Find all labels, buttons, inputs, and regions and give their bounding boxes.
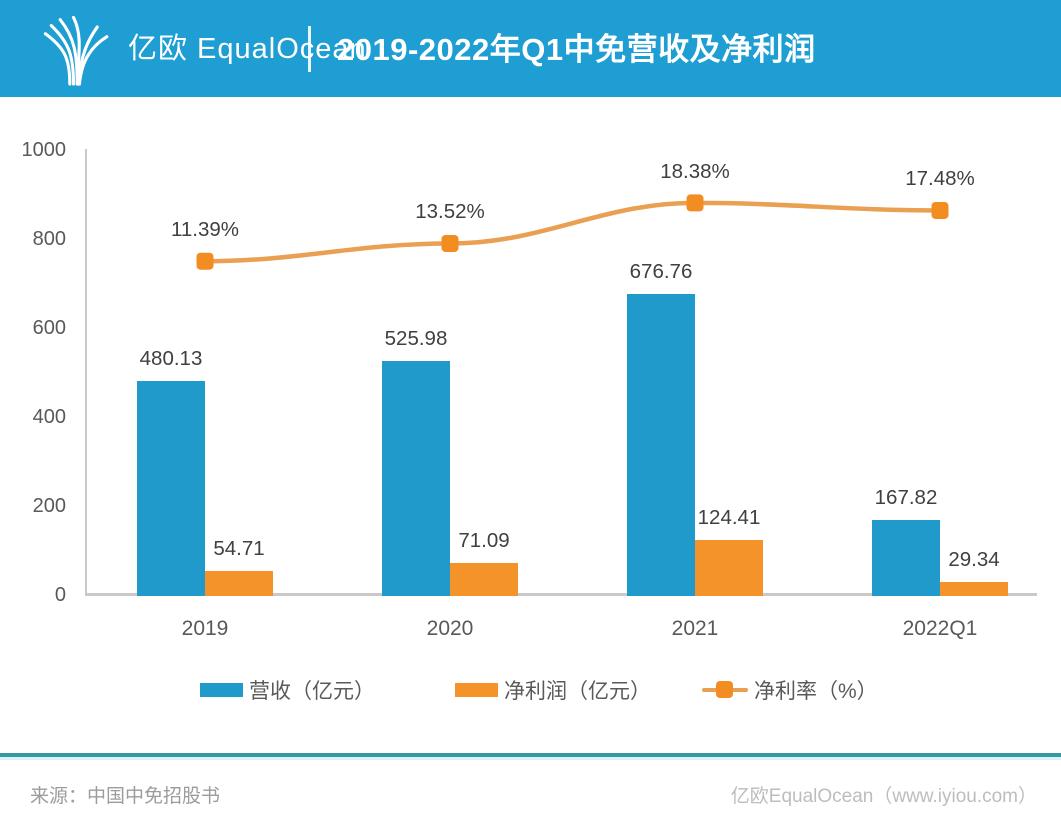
revenue-legend-swatch (200, 683, 243, 697)
net-profit-value-label: 29.34 (948, 547, 1000, 571)
footer-divider-glow (0, 757, 1061, 760)
footer-divider-rule (0, 753, 1061, 757)
net-profit-bar (205, 570, 273, 596)
revenue-bar (627, 293, 695, 596)
net-margin-line-layer (196, 194, 949, 270)
revenue-bar (872, 520, 940, 596)
y-axis-tick-label: 200 (32, 495, 66, 517)
logo-wordmark: 亿欧 EqualOcean (128, 33, 367, 65)
net-profit-bar (940, 581, 1008, 596)
revenue-value-label: 167.82 (874, 486, 938, 510)
net-margin-marker (931, 201, 949, 219)
equalocean-logo-icon (43, 15, 109, 86)
legend-item-net-margin: 净利率（%） (702, 676, 878, 704)
chart-plot-area: 0 200 400 600 800 1000 480.13 54.71 11.39% 2019 52… (21, 139, 1037, 640)
net-profit-legend-swatch (455, 683, 498, 697)
net-margin-legend-square (716, 681, 733, 698)
y-axis-line (85, 149, 87, 595)
net-margin-marker (441, 234, 459, 252)
y-axis-tick-label: 0 (54, 584, 66, 606)
net-margin-value-label: 17.48% (905, 167, 975, 191)
net-profit-bar (450, 563, 518, 596)
revenue-bar (137, 381, 205, 596)
source-note: 来源：中国中免招股书 (30, 786, 221, 807)
revenue-value-label: 480.13 (139, 347, 203, 371)
net-profit-value-label: 54.71 (213, 536, 265, 560)
legend-item-net-profit: 净利润（亿元） (455, 676, 651, 704)
y-axis-tick-label: 600 (32, 317, 66, 339)
net-margin-value-label: 11.39% (170, 218, 239, 242)
net-profit-legend-label: 净利润（亿元） (504, 680, 651, 703)
net-margin-line (202, 200, 943, 264)
net-margin-marker (686, 194, 704, 212)
revenue-bar (382, 360, 450, 596)
page-title: 2019-2022年Q1中免营收及净利润 (337, 32, 816, 67)
legend-item-revenue: 营收（亿元） (200, 676, 375, 704)
y-axis-tick-label: 800 (32, 228, 66, 250)
x-axis-line (85, 593, 1037, 596)
y-axis-tick-label: 1000 (21, 139, 67, 161)
x-axis-category-label: 2022Q1 (902, 617, 978, 640)
net-margin-value-label: 13.52% (415, 200, 485, 224)
net-margin-legend-label: 净利率（%） (754, 680, 878, 703)
net-margin-marker (196, 252, 214, 270)
y-axis-tick-label: 400 (32, 406, 66, 428)
net-margin-value-label: 18.38% (660, 159, 730, 183)
revenue-value-label: 525.98 (384, 326, 448, 350)
net-margin-legend-marker (702, 681, 748, 699)
header-bar: 亿欧 EqualOcean 2019-2022年Q1中免营收及净利润 (0, 0, 1061, 97)
net-profit-value-label: 124.41 (697, 505, 761, 529)
header-divider (308, 26, 311, 72)
revenue-value-label: 676.76 (629, 259, 693, 283)
branding-note: 亿欧EqualOcean（www.iyiou.com） (730, 786, 1037, 807)
net-profit-value-label: 71.09 (458, 529, 510, 553)
x-axis-category-label: 2019 (181, 617, 229, 640)
x-axis-category-label: 2020 (426, 617, 474, 640)
x-axis-category-label: 2021 (671, 617, 719, 640)
revenue-legend-label: 营收（亿元） (249, 680, 375, 703)
net-profit-bar (695, 539, 763, 596)
